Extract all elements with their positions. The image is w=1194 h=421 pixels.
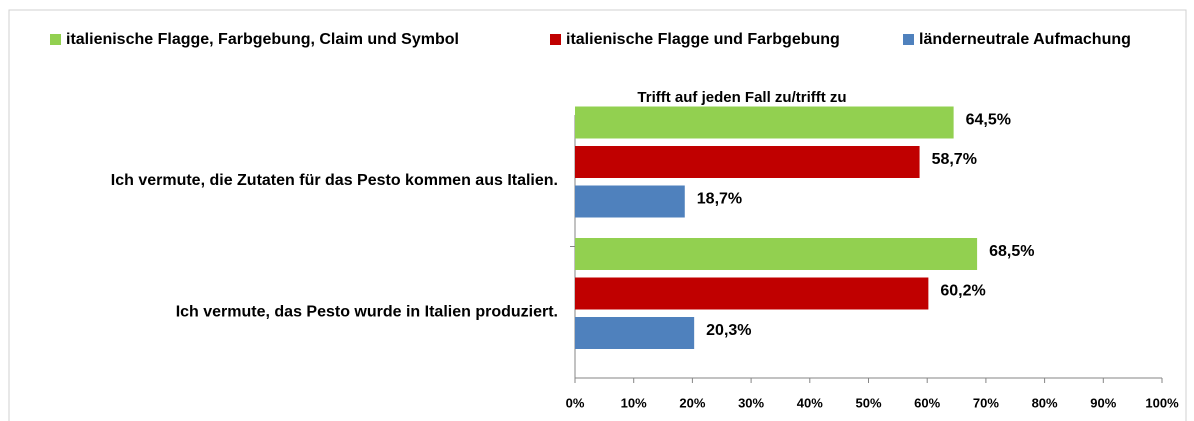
bar	[575, 277, 929, 310]
x-tick-label: 20%	[679, 395, 705, 410]
value-label: 64,5%	[966, 112, 1011, 129]
x-tick-label: 0%	[566, 395, 585, 410]
x-tick-label: 40%	[797, 395, 823, 410]
chart-title: Trifft auf jeden Fall zu/trifft zu	[637, 89, 846, 106]
legend-swatch	[550, 34, 561, 45]
legend-label: italienische Flagge und Farbgebung	[566, 31, 840, 48]
x-tick-label: 90%	[1090, 395, 1116, 410]
value-label: 60,2%	[940, 283, 985, 300]
legend-swatch	[903, 34, 914, 45]
x-tick-label: 30%	[738, 395, 764, 410]
frame	[8, 9, 1187, 421]
x-tick-label: 70%	[973, 395, 999, 410]
bar	[575, 146, 920, 178]
x-tick-label: 60%	[914, 395, 940, 410]
legend-label: italienische Flagge, Farbgebung, Claim u…	[66, 31, 459, 48]
bar	[575, 317, 695, 349]
bar	[575, 185, 685, 218]
x-tick-label: 80%	[1032, 395, 1058, 410]
value-label: 68,5%	[989, 243, 1034, 260]
x-tick-label: 100%	[1145, 395, 1179, 410]
legend-label: länderneutrale Aufmachung	[919, 31, 1131, 48]
category-label: Ich vermute, die Zutaten für das Pesto k…	[111, 172, 558, 189]
legend-swatch	[50, 34, 61, 45]
value-label: 18,7%	[697, 191, 742, 208]
bar	[575, 238, 978, 270]
value-label: 20,3%	[706, 322, 751, 339]
category-label: Ich vermute, das Pesto wurde in Italien …	[176, 303, 558, 320]
x-tick-label: 10%	[621, 395, 647, 410]
value-label: 58,7%	[932, 151, 977, 168]
bar	[575, 106, 954, 139]
x-tick-label: 50%	[855, 395, 881, 410]
